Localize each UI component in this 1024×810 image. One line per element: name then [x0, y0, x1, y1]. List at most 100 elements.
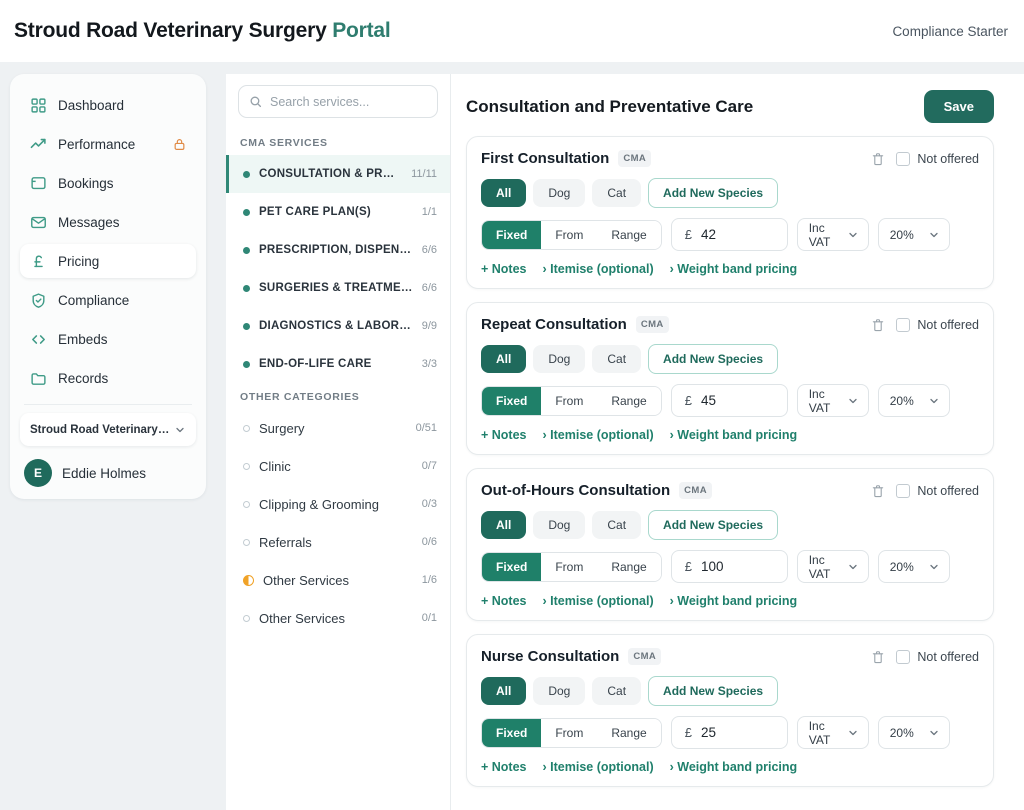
price-mode-fixed[interactable]: Fixed	[482, 386, 542, 415]
price-mode-from[interactable]: From	[541, 552, 598, 581]
itemise-link[interactable]: › Itemise (optional)	[542, 594, 654, 608]
sidebar-item-performance[interactable]: Performance	[20, 127, 196, 161]
not-offered-toggle[interactable]: Not offered	[896, 317, 979, 332]
status-dot-complete-icon	[243, 246, 250, 254]
weight-band-pricing-link[interactable]: › Weight band pricing	[669, 262, 798, 276]
add-new-species-button[interactable]: Add New Species	[648, 676, 779, 706]
price-mode-from[interactable]: From	[541, 386, 598, 415]
trash-icon[interactable]	[871, 152, 885, 166]
service-category-row[interactable]: Other Services 0/1	[226, 599, 450, 637]
add-new-species-button[interactable]: Add New Species	[648, 510, 779, 540]
service-category-row[interactable]: DIAGNOSTICS & LABORATO... 9/9	[226, 307, 450, 345]
species-pill-cat[interactable]: Cat	[592, 179, 642, 207]
service-category-row[interactable]: Other Services 1/6	[226, 561, 450, 599]
vat-select[interactable]: Inc VAT	[796, 716, 869, 749]
search-box[interactable]	[238, 85, 438, 118]
org-name-label: Stroud Road Veterinary S...	[30, 423, 170, 436]
vat-rate-value: 20%	[889, 725, 914, 740]
service-category-row[interactable]: Surgery 0/51	[226, 409, 450, 447]
sidebar-item-dashboard[interactable]: Dashboard	[20, 88, 196, 122]
itemise-link[interactable]: › Itemise (optional)	[542, 262, 654, 276]
weight-band-pricing-link[interactable]: › Weight band pricing	[669, 428, 798, 442]
not-offered-toggle[interactable]: Not offered	[896, 483, 979, 498]
brand-accent: Portal	[332, 19, 391, 42]
species-pill-cat[interactable]: Cat	[592, 511, 642, 539]
notes-link[interactable]: + Notes	[481, 594, 527, 608]
price-field[interactable]: £25	[670, 716, 788, 749]
species-pill-all[interactable]: All	[481, 345, 527, 373]
price-mode-range[interactable]: Range	[597, 386, 661, 415]
species-selector: All Dog Cat Add New Species	[481, 344, 979, 374]
species-pill-dog[interactable]: Dog	[533, 511, 586, 539]
add-new-species-button[interactable]: Add New Species	[648, 178, 779, 208]
trash-icon[interactable]	[871, 484, 885, 498]
species-pill-dog[interactable]: Dog	[533, 345, 586, 373]
species-pill-dog[interactable]: Dog	[533, 179, 586, 207]
notes-link[interactable]: + Notes	[481, 262, 527, 276]
price-value: 45	[700, 393, 716, 408]
species-pill-dog[interactable]: Dog	[533, 677, 586, 705]
service-category-row[interactable]: Clipping & Grooming 0/3	[226, 485, 450, 523]
species-pill-all[interactable]: All	[481, 677, 527, 705]
itemise-link[interactable]: › Itemise (optional)	[542, 760, 654, 774]
trash-icon[interactable]	[871, 318, 885, 332]
price-field[interactable]: £100	[670, 550, 788, 583]
service-category-row[interactable]: PRESCRIPTION, DISPENSIN... 6/6	[226, 231, 450, 269]
not-offered-checkbox[interactable]	[896, 151, 911, 166]
species-pill-all[interactable]: All	[481, 511, 527, 539]
vat-rate-select[interactable]: 20%	[877, 384, 950, 417]
price-mode-fixed[interactable]: Fixed	[482, 718, 542, 747]
service-card: Repeat Consultation CMA Not offered All Dog C…	[466, 302, 994, 455]
service-category-row[interactable]: PET CARE PLAN(S) 1/1	[226, 193, 450, 231]
price-mode-range[interactable]: Range	[597, 718, 661, 747]
user-profile[interactable]: E Eddie Holmes	[20, 459, 196, 487]
notes-link[interactable]: + Notes	[481, 760, 527, 774]
price-mode-from[interactable]: From	[541, 220, 598, 249]
price-field[interactable]: £42	[670, 218, 788, 251]
cma-badge: CMA	[618, 150, 652, 167]
price-mode-fixed[interactable]: Fixed	[482, 220, 542, 249]
service-category-row[interactable]: CONSULTATION & PREVE... 11/11	[226, 155, 450, 193]
vat-select[interactable]: Inc VAT	[796, 384, 869, 417]
price-mode-fixed[interactable]: Fixed	[482, 552, 542, 581]
not-offered-checkbox[interactable]	[896, 317, 911, 332]
species-pill-cat[interactable]: Cat	[592, 345, 642, 373]
not-offered-toggle[interactable]: Not offered	[896, 151, 979, 166]
org-switcher[interactable]: Stroud Road Veterinary S...	[20, 413, 196, 446]
sidebar-item-embeds[interactable]: Embeds	[20, 322, 196, 356]
price-mode-range[interactable]: Range	[597, 552, 661, 581]
service-category-row[interactable]: END-OF-LIFE CARE 3/3	[226, 345, 450, 383]
sidebar-item-compliance[interactable]: Compliance	[20, 283, 196, 317]
price-field[interactable]: £45	[670, 384, 788, 417]
trash-icon[interactable]	[871, 650, 885, 664]
not-offered-checkbox[interactable]	[896, 483, 911, 498]
vat-select[interactable]: Inc VAT	[796, 218, 869, 251]
notes-link[interactable]: + Notes	[481, 428, 527, 442]
vat-select[interactable]: Inc VAT	[796, 550, 869, 583]
status-dot-empty-icon	[243, 424, 250, 432]
sidebar-item-bookings[interactable]: Bookings	[20, 166, 196, 200]
vat-rate-select[interactable]: 20%	[877, 218, 950, 251]
vat-rate-select[interactable]: 20%	[877, 550, 950, 583]
sidebar-divider	[24, 404, 192, 405]
price-mode-from[interactable]: From	[541, 718, 598, 747]
service-category-row[interactable]: Clinic 0/7	[226, 447, 450, 485]
vat-rate-select[interactable]: 20%	[877, 716, 950, 749]
sidebar-item-records[interactable]: Records	[20, 361, 196, 395]
service-category-row[interactable]: Referrals 0/6	[226, 523, 450, 561]
sidebar-item-label: Messages	[58, 214, 120, 230]
search-input[interactable]	[270, 94, 427, 109]
service-category-row[interactable]: SURGERIES & TREATMENTS 6/6	[226, 269, 450, 307]
species-pill-cat[interactable]: Cat	[592, 677, 642, 705]
itemise-link[interactable]: › Itemise (optional)	[542, 428, 654, 442]
save-button[interactable]: Save	[923, 90, 994, 123]
not-offered-toggle[interactable]: Not offered	[896, 649, 979, 664]
not-offered-checkbox[interactable]	[896, 649, 911, 664]
species-pill-all[interactable]: All	[481, 179, 527, 207]
sidebar-item-pricing[interactable]: Pricing	[20, 244, 196, 278]
price-mode-range[interactable]: Range	[597, 220, 661, 249]
weight-band-pricing-link[interactable]: › Weight band pricing	[669, 760, 798, 774]
weight-band-pricing-link[interactable]: › Weight band pricing	[669, 594, 798, 608]
sidebar-item-messages[interactable]: Messages	[20, 205, 196, 239]
add-new-species-button[interactable]: Add New Species	[648, 344, 779, 374]
